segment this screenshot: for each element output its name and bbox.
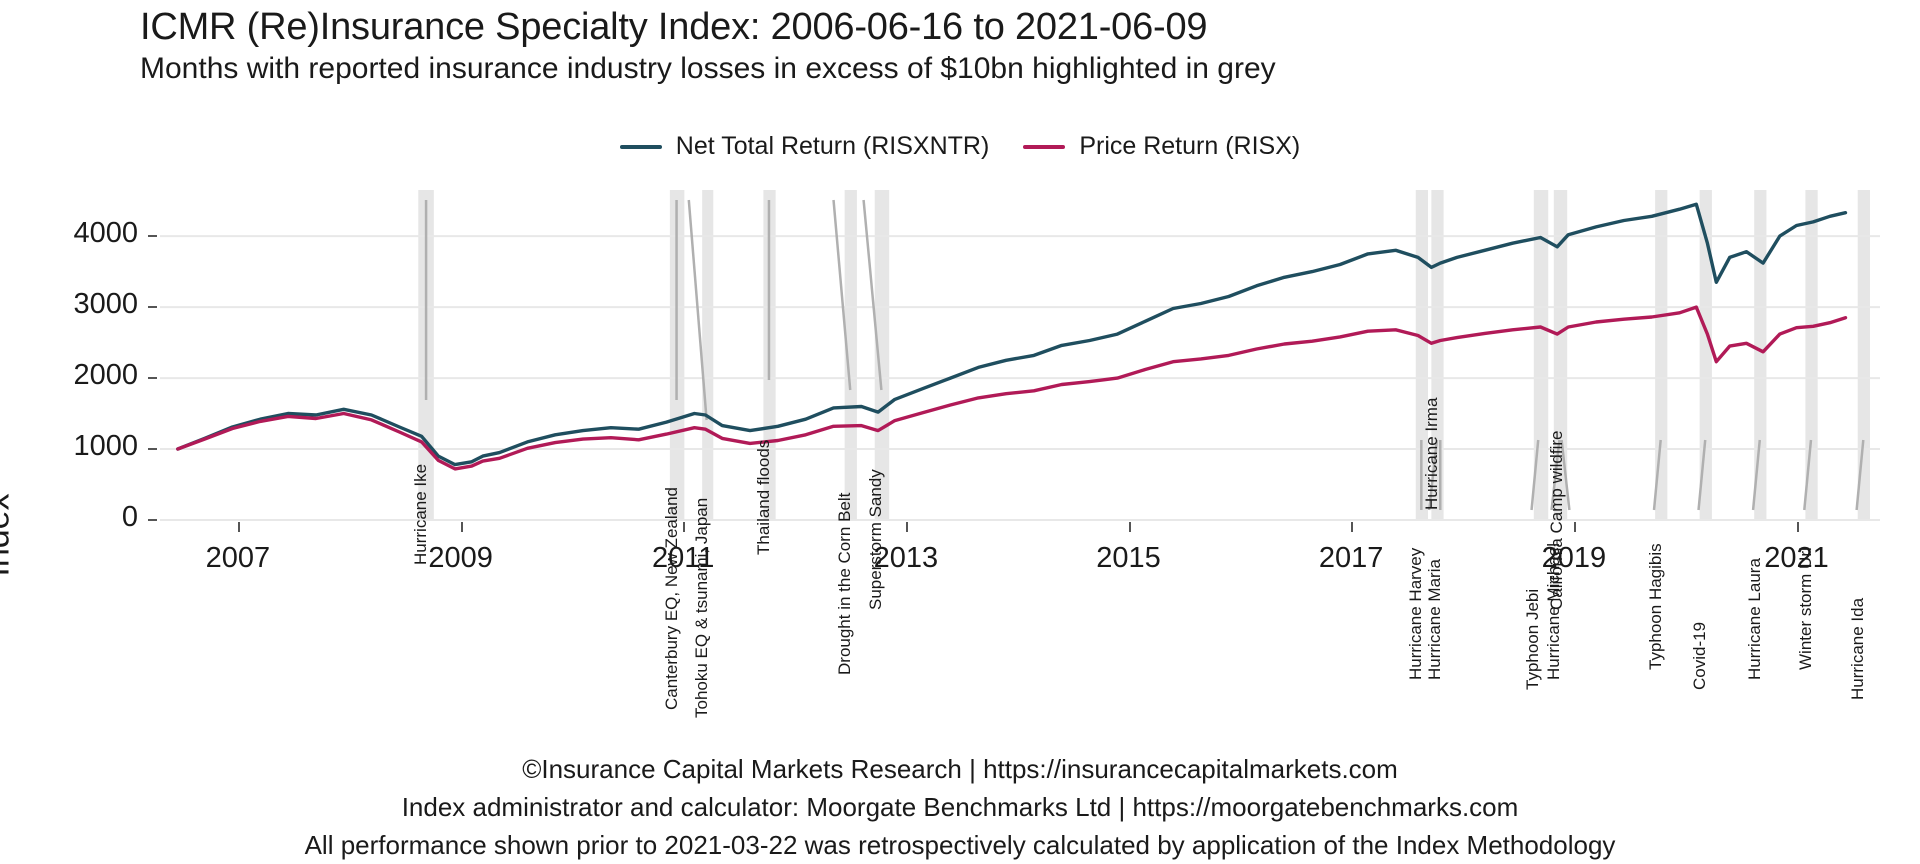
event-annotation-label: Typhoon Jebi <box>1523 588 1543 690</box>
event-annotation-label: Winter storm Uri <box>1795 547 1815 670</box>
event-annotation-label: Covid-19 <box>1690 621 1710 690</box>
annotation-leader-line <box>1427 439 1439 511</box>
event-annotation-label: Typhoon Hagibis <box>1645 543 1665 670</box>
highlight-band <box>1655 190 1668 520</box>
x-tick-mark <box>1351 522 1354 532</box>
plot-area: Index 0 1000 2000 3000 4000 2007 2009 2011 2013… <box>0 190 1920 718</box>
x-tick-label: 2015 <box>1096 542 1161 574</box>
event-annotation-label: Hurricane Laura <box>1744 558 1764 680</box>
x-tick-mark <box>1573 522 1576 532</box>
chart-canvas <box>160 190 1880 521</box>
event-annotation-label: Hurricane Ida <box>1848 597 1868 700</box>
annotation-leader-line <box>1530 439 1540 511</box>
highlight-band <box>1805 190 1818 520</box>
event-annotation-label: Hurricane Harvey <box>1406 547 1426 680</box>
annotation-leader-line <box>1751 439 1762 511</box>
event-annotation-label: Canterbury EQ, New Zealand <box>661 487 681 710</box>
highlight-band <box>1553 190 1568 520</box>
annotation-leader-line <box>1697 439 1707 511</box>
x-tick-mark <box>460 522 463 532</box>
annotation-leader-line <box>687 199 708 421</box>
y-axis-label: Index <box>0 493 17 577</box>
x-tick-mark <box>905 522 908 532</box>
x-tick-mark <box>1128 522 1131 532</box>
y-tick-label: 4000 <box>73 217 138 250</box>
event-annotation-label: Hurricane Irma <box>1421 397 1441 510</box>
series-line <box>176 202 1848 467</box>
annotation-leader-line <box>832 199 852 391</box>
event-annotation-label: Thailand floods <box>753 439 773 555</box>
x-tick-label: 2021 <box>1764 542 1829 574</box>
y-tick-mark <box>148 306 157 309</box>
x-tick-mark <box>237 522 240 532</box>
event-annotation-label: Hurricane Ike <box>411 463 431 565</box>
footer-line-administrator: Index administrator and calculator: Moor… <box>401 792 1519 822</box>
page-title: ICMR (Re)Insurance Specialty Index: 2006… <box>140 6 1208 48</box>
x-tick-label: 2007 <box>205 542 271 574</box>
y-tick-mark <box>148 519 157 521</box>
footer-line-methodology: All performance shown prior to 2021-03-2… <box>304 830 1616 860</box>
highlight-band <box>1754 190 1767 520</box>
legend-item-net-total-return[interactable]: Net Total Return (RISXNTR) <box>619 132 990 161</box>
legend-label-price-return: Price Return (RISX) <box>1079 132 1301 160</box>
legend-label-net-total-return: Net Total Return (RISXNTR) <box>675 132 990 160</box>
footer-line-copyright: ©Insurance Capital Markets Research | ht… <box>522 754 1398 784</box>
x-tick-label: 2009 <box>428 542 493 574</box>
annotation-leader-line <box>862 199 883 391</box>
x-tick-mark <box>683 522 686 532</box>
y-tick-label: 2000 <box>73 359 138 392</box>
highlight-band <box>1533 190 1549 520</box>
annotation-leader-line <box>1803 439 1813 511</box>
event-annotation-label: Superstorm Sandy <box>866 469 886 610</box>
annotation-leader-line <box>1855 439 1865 511</box>
chart-footer: ©Insurance Capital Markets Research | ht… <box>0 750 1920 864</box>
y-tick-mark <box>148 377 157 380</box>
legend-item-price-return[interactable]: Price Return (RISX) <box>1023 132 1300 161</box>
highlight-band <box>1857 190 1870 520</box>
page-subtitle: Months with reported insurance industry … <box>140 52 1276 85</box>
y-tick-label: 0 <box>121 501 138 533</box>
highlight-band <box>702 190 714 520</box>
y-tick-mark <box>148 235 157 238</box>
y-tick-mark <box>148 448 157 451</box>
chart-legend: Net Total Return (RISXNTR) Price Return … <box>0 132 1920 161</box>
event-annotation-label: Drought in the Corn Belt <box>835 492 855 675</box>
annotation-leader-line <box>1550 439 1561 511</box>
legend-swatch-net-total-return <box>619 144 662 149</box>
y-tick-label: 3000 <box>73 288 138 321</box>
highlight-band <box>874 190 890 520</box>
highlight-band <box>1699 190 1712 520</box>
series-line <box>176 305 1848 471</box>
x-tick-mark <box>1796 522 1799 532</box>
highlight-band <box>844 190 857 520</box>
legend-swatch-price-return <box>1023 144 1066 149</box>
annotation-leader-line <box>1652 439 1662 511</box>
x-tick-label: 2017 <box>1318 542 1384 574</box>
event-annotation-label: Tohoku EQ & tsunami, Japan <box>691 497 711 718</box>
x-tick-label: 2019 <box>1541 542 1607 574</box>
annotation-leader-line <box>1560 439 1571 511</box>
x-tick-label: 2013 <box>873 542 939 574</box>
event-annotation-label: Hurricane Maria <box>1425 559 1445 680</box>
highlight-band <box>1431 190 1444 520</box>
highlight-band <box>1415 190 1429 520</box>
x-tick-label: 2011 <box>652 542 715 574</box>
y-tick-label: 1000 <box>73 430 138 463</box>
event-annotation-label: California Camp wildfire <box>1546 430 1566 610</box>
